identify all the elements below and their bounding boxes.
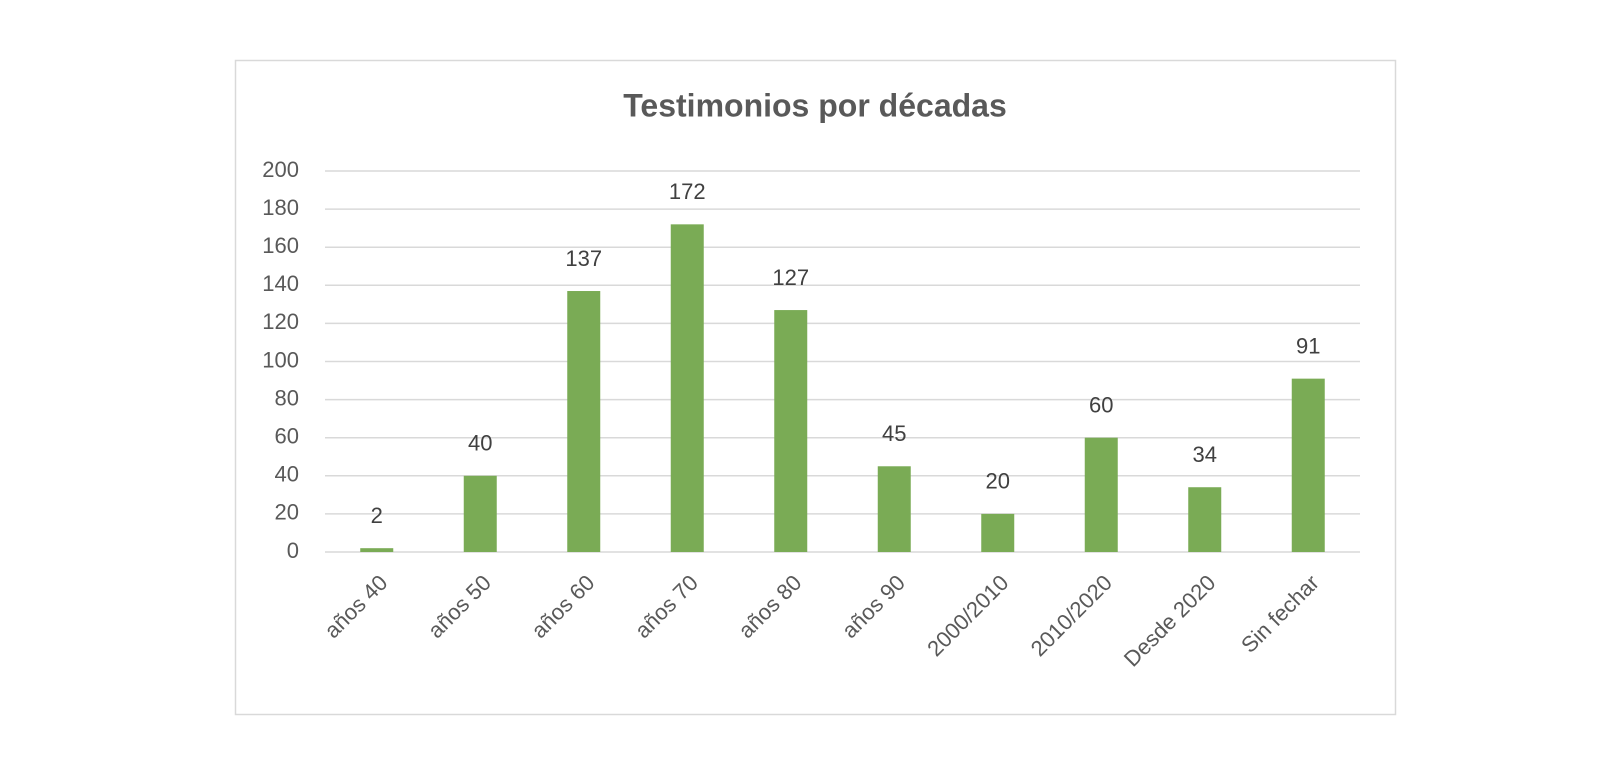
data-label: 137 — [565, 246, 602, 271]
y-tick-label: 140 — [262, 271, 299, 296]
y-tick-label: 40 — [275, 462, 299, 487]
y-tick-label: 200 — [262, 157, 299, 182]
data-label: 2 — [371, 503, 383, 528]
data-label: 127 — [772, 265, 809, 290]
chart-frame — [234, 59, 1397, 716]
y-tick-label: 0 — [287, 538, 299, 563]
y-tick-label: 120 — [262, 309, 299, 334]
y-tick-label: 60 — [275, 424, 299, 449]
bar — [567, 291, 601, 552]
data-label: 34 — [1193, 442, 1217, 467]
y-tick-label: 160 — [262, 233, 299, 258]
data-label: 172 — [669, 179, 706, 204]
y-tick-label: 20 — [275, 500, 299, 525]
y-tick-label: 100 — [262, 347, 299, 372]
bar — [1188, 487, 1222, 552]
bar — [877, 466, 911, 552]
data-label: 45 — [882, 421, 906, 446]
data-label: 91 — [1296, 333, 1320, 358]
y-tick-label: 80 — [275, 385, 299, 410]
bar — [981, 513, 1015, 552]
y-tick-label: 180 — [262, 195, 299, 220]
data-label: 40 — [468, 431, 492, 456]
bar — [670, 224, 704, 552]
data-label: 60 — [1089, 393, 1113, 418]
bar — [1291, 378, 1325, 552]
chart-title: Testimonios por décadas — [623, 87, 1007, 123]
data-label: 20 — [986, 469, 1010, 494]
bar — [360, 548, 394, 552]
bar — [774, 310, 808, 552]
bar — [463, 475, 497, 552]
bar — [1084, 437, 1118, 552]
